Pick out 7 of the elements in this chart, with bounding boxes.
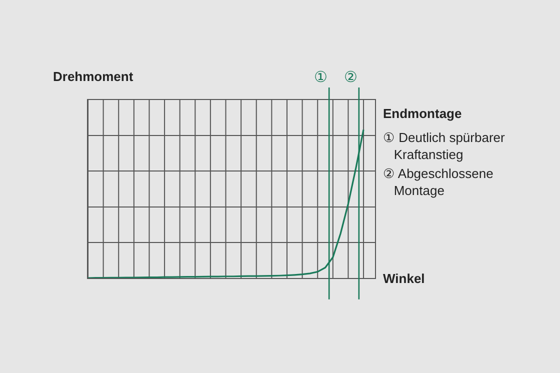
y-axis-title: Drehmoment bbox=[53, 69, 134, 84]
text: ① Deutlich spürbarer Kraftanstieg bbox=[383, 130, 506, 162]
text: ② Abgeschlossene Montage bbox=[383, 166, 494, 198]
text: ① bbox=[314, 69, 327, 86]
text: ② bbox=[344, 69, 357, 86]
text: Endmontage bbox=[383, 106, 462, 121]
x-axis-title: Winkel bbox=[383, 271, 425, 286]
